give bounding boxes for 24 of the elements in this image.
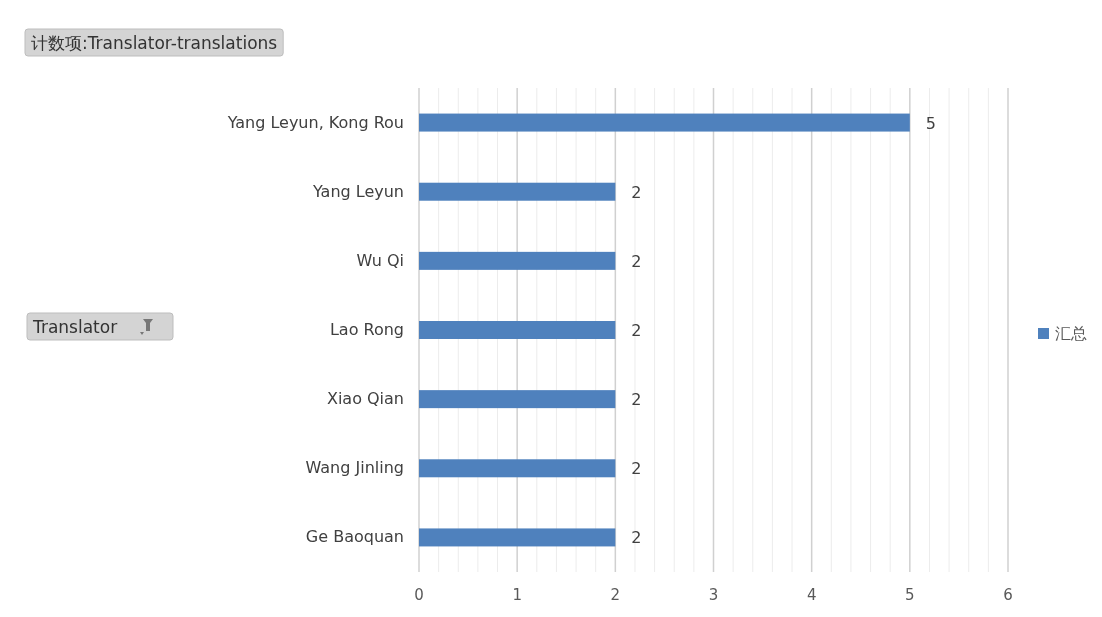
y-tick-label: Wang Jinling [305, 458, 404, 478]
text: Translator [32, 317, 118, 337]
y-tick-label: Xiao Qian [326, 389, 404, 409]
x-tick-label: 6 [1003, 586, 1013, 604]
x-tick-label: 2 [610, 586, 621, 604]
data-label: 5 [925, 113, 937, 133]
y-tick-label: Ge Baoquan [305, 527, 404, 547]
y-tick-label: Yang Leyun, Kong Rou [226, 112, 404, 132]
y-tick-label: Wu Qi [356, 250, 404, 270]
legend-label: 汇总 [1055, 324, 1087, 343]
x-tick-label: 5 [905, 586, 915, 604]
data-label: 2 [631, 321, 642, 340]
data-label: 2 [631, 390, 642, 410]
x-tick-label: 0 [414, 586, 424, 604]
x-tick-label: 1 [512, 586, 522, 604]
data-label: 2 [631, 459, 642, 479]
text: 计数项:Translator-translations [31, 33, 278, 53]
x-tick-label: 3 [708, 586, 719, 604]
data-label: 2 [631, 528, 642, 548]
x-tick-label: 4 [806, 586, 817, 604]
y-tick-label: Lao Rong [329, 320, 404, 339]
data-label: 2 [631, 251, 642, 271]
y-tick-label: Yang Leyun [312, 181, 404, 201]
data-label: 2 [631, 182, 642, 202]
